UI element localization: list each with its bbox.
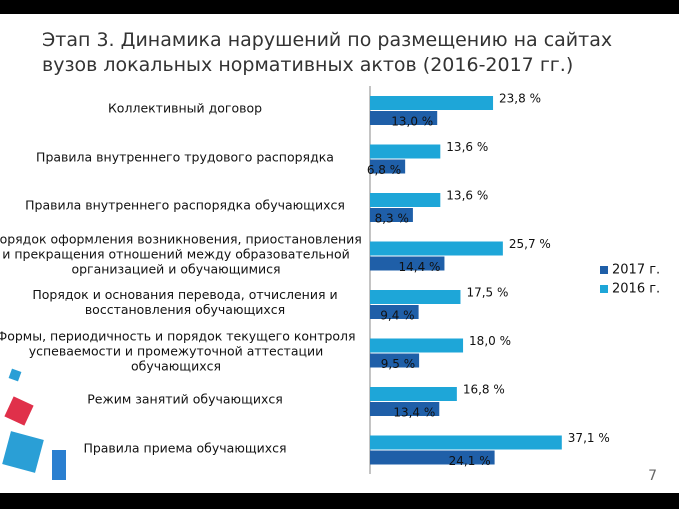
category-label: Правила внутреннего трудового распорядка bbox=[36, 149, 334, 165]
value-label: 13,6 % bbox=[446, 189, 488, 203]
value-label: 37,1 % bbox=[568, 431, 610, 445]
value-label: 16,8 % bbox=[463, 383, 505, 397]
value-label: 18,0 % bbox=[469, 334, 511, 348]
value-label: 17,5 % bbox=[466, 286, 508, 300]
category-label: Формы, периодичность и порядок текущего … bbox=[0, 328, 356, 374]
bar bbox=[370, 96, 494, 110]
value-label: 25,7 % bbox=[509, 237, 551, 251]
bar bbox=[370, 144, 441, 159]
bar bbox=[370, 305, 419, 319]
category-label: Порядок оформления возникновения, приост… bbox=[0, 231, 362, 277]
value-label: 9,5 % bbox=[381, 357, 415, 371]
value-label: 8,3 % bbox=[375, 212, 409, 226]
legend-label: 2017 г. bbox=[612, 263, 660, 278]
bar bbox=[370, 208, 413, 222]
top-band bbox=[0, 0, 679, 14]
page-number: 7 bbox=[648, 468, 657, 484]
bar bbox=[370, 435, 562, 450]
bar bbox=[370, 290, 461, 304]
legend-swatch bbox=[600, 266, 608, 274]
value-label: 9,4 % bbox=[380, 309, 414, 323]
value-label: 23,8 % bbox=[499, 92, 541, 106]
slide-title: Этап 3. Динамика нарушений по размещению… bbox=[42, 29, 613, 76]
legend-label: 2016 г. bbox=[612, 282, 660, 297]
bar bbox=[370, 450, 495, 465]
value-label: 6,8 % bbox=[367, 163, 401, 177]
value-label: 13,6 % bbox=[446, 140, 488, 154]
category-label: Режим занятий обучающихся bbox=[87, 391, 283, 407]
category-label: Коллективный договор bbox=[107, 100, 263, 116]
bar bbox=[370, 338, 464, 353]
value-label: 13,0 % bbox=[391, 115, 433, 129]
decoration bbox=[2, 368, 66, 480]
bottom-band bbox=[0, 493, 679, 509]
bar bbox=[370, 353, 420, 368]
bar bbox=[370, 402, 440, 416]
category-label: Правила внутреннего распорядка обучающих… bbox=[25, 197, 345, 213]
value-label: 13,4 % bbox=[393, 406, 435, 420]
bar bbox=[370, 111, 438, 125]
value-label: 24,1 % bbox=[449, 454, 491, 468]
bar bbox=[370, 387, 457, 401]
bar bbox=[370, 241, 503, 256]
bar bbox=[370, 159, 406, 174]
category-label: Правила приема обучающихся bbox=[83, 440, 287, 456]
value-label: 14,4 % bbox=[399, 260, 441, 274]
bar bbox=[370, 256, 445, 271]
legend-swatch bbox=[600, 285, 608, 293]
category-label: Порядок и основания перевода, отчисления… bbox=[32, 287, 338, 318]
bar bbox=[370, 193, 441, 207]
